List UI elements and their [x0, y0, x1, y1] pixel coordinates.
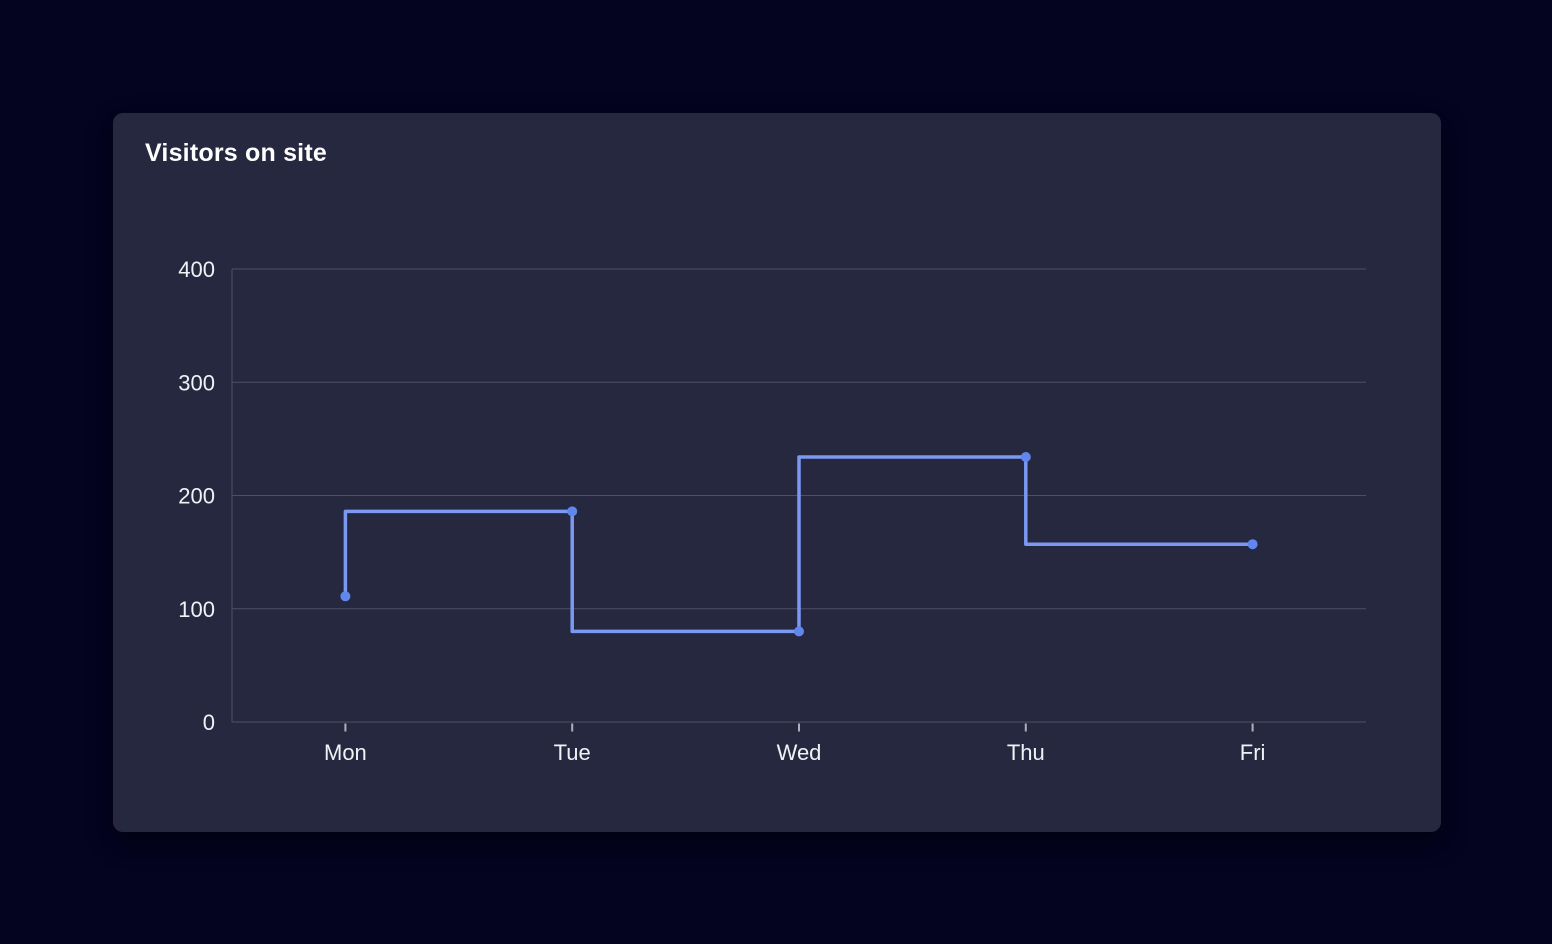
- data-point-mon: [340, 591, 351, 602]
- y-axis-label-0: 0: [203, 710, 215, 735]
- x-axis-label-fri: Fri: [1240, 740, 1266, 765]
- chart-title: Visitors on site: [145, 139, 327, 167]
- y-axis-label-100: 100: [178, 597, 215, 622]
- data-point-thu: [1020, 451, 1031, 462]
- x-axis-label-mon: Mon: [324, 740, 367, 765]
- visitors-step-line: [343, 455, 1255, 634]
- data-point-fri: [1247, 539, 1258, 550]
- x-axis-label-wed: Wed: [777, 740, 822, 765]
- y-axis-label-200: 200: [178, 484, 215, 509]
- y-axis-label-300: 300: [178, 370, 215, 395]
- data-point-wed: [794, 626, 804, 637]
- visitors-on-site-card: Visitors on site 0 100 200 300 400 Mon Tue Wed T…: [113, 113, 1441, 832]
- data-point-tue: [567, 506, 578, 517]
- x-axis-label-tue: Tue: [554, 740, 591, 765]
- y-axis-label-400: 400: [178, 257, 215, 282]
- visitors-step-chart: 0 100 200 300 400 Mon Tue Wed Thu Fri: [178, 257, 1366, 765]
- x-axis-label-thu: Thu: [1007, 740, 1045, 765]
